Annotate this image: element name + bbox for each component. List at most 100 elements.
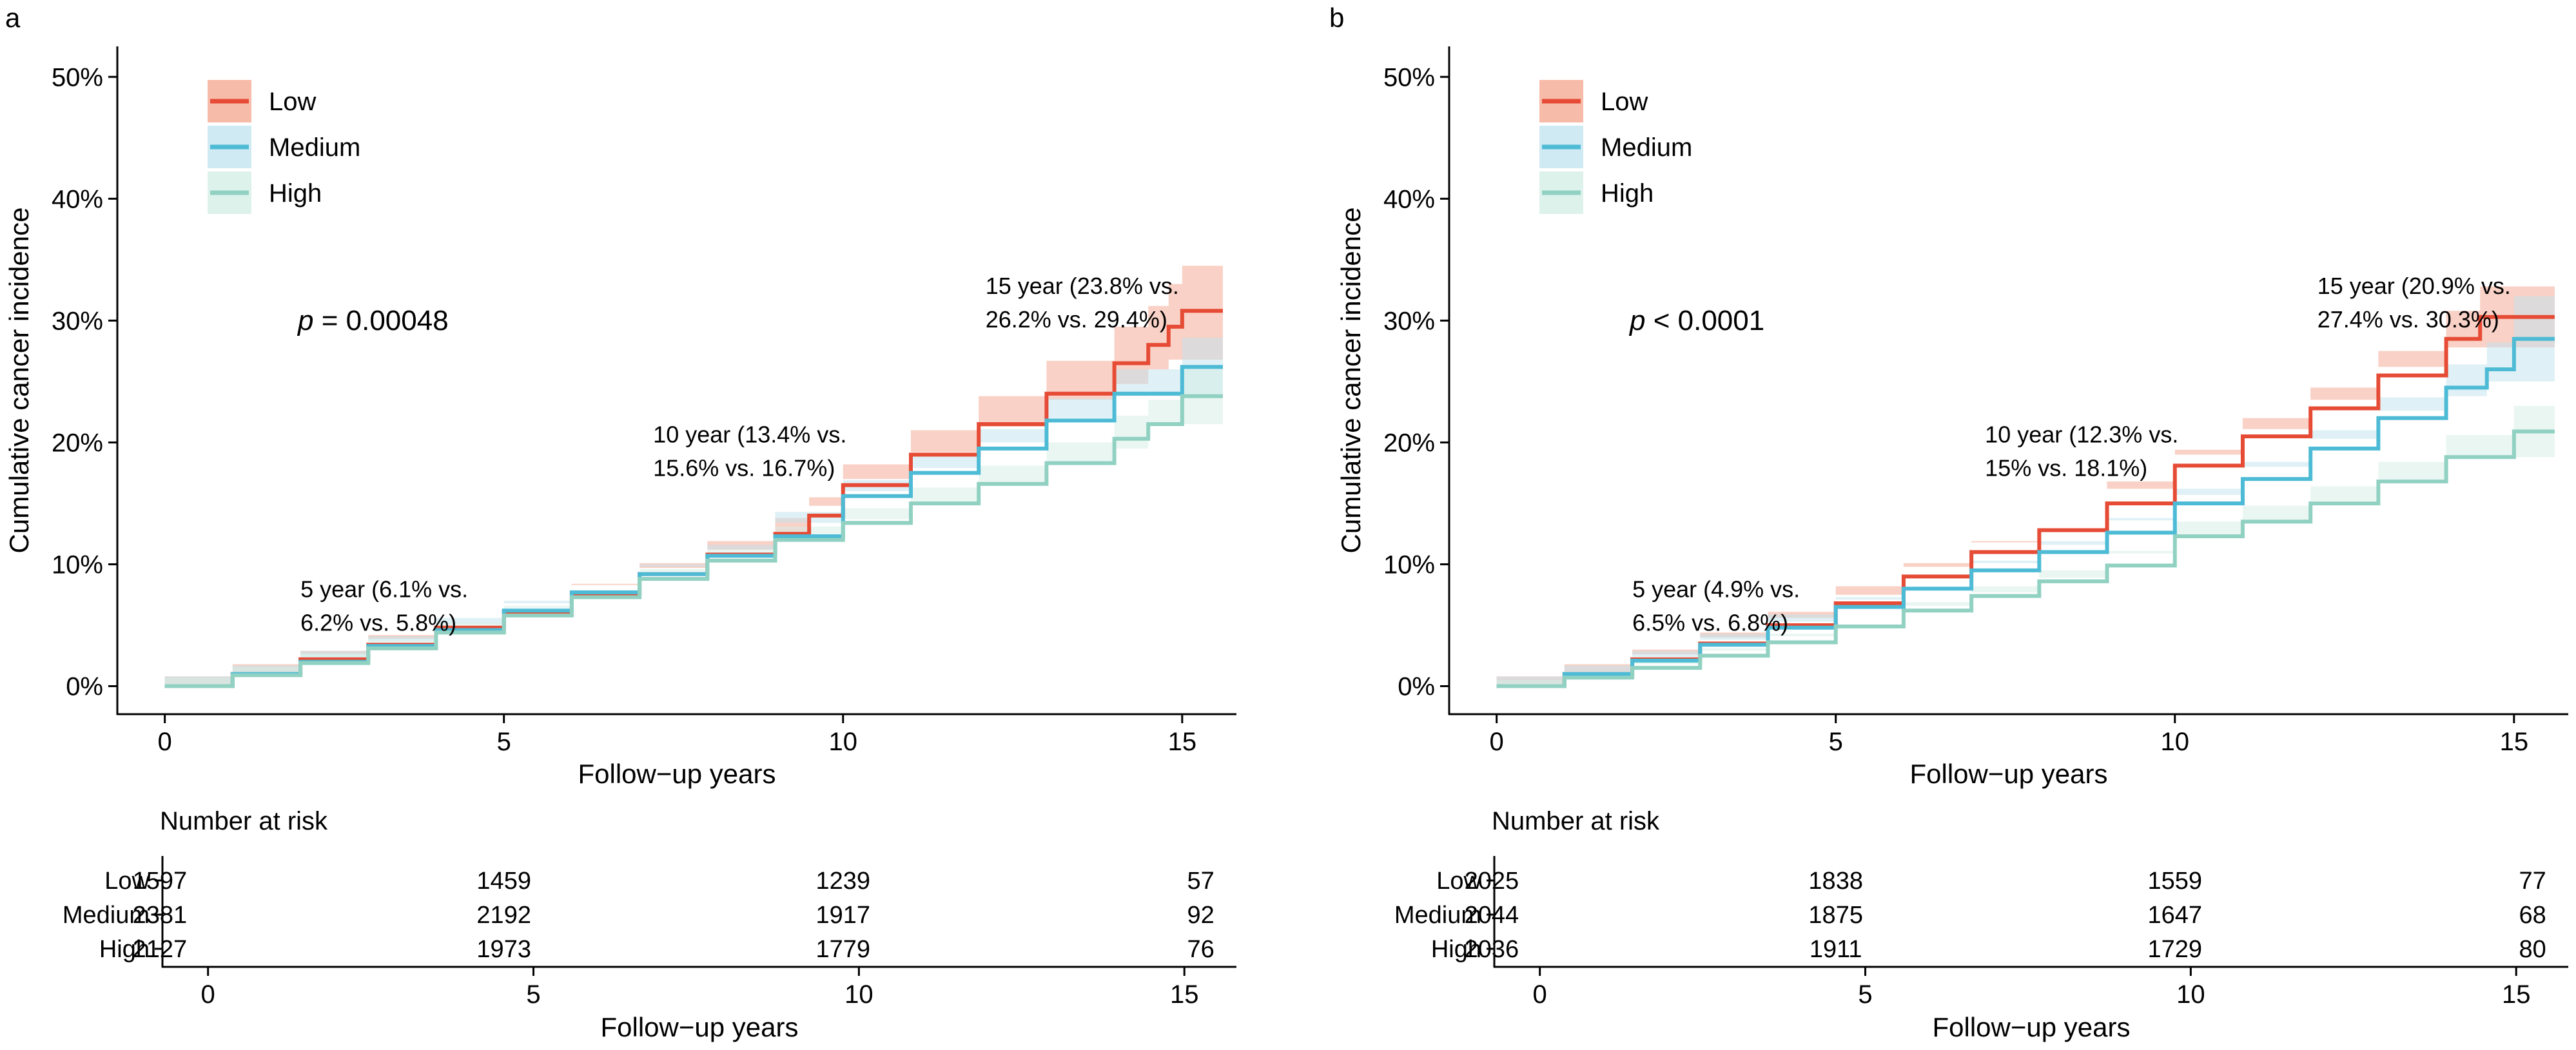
panel-a: a Cumulative cancer incidence 0% 10% 20% 30% 4…: [4, 3, 1236, 1042]
risk-count-cell: 1917: [815, 902, 870, 929]
risk-count-cell: 1875: [1808, 902, 1863, 929]
risk-group-label-low: Low: [1436, 868, 1481, 895]
y-axis-title: Cumulative cancer incidence: [4, 208, 34, 554]
x-tick-label: 15: [2500, 728, 2529, 756]
risk-count-cell: 1597: [133, 868, 188, 895]
series-line-high: [164, 394, 1223, 688]
annotation-2-line: 15 year (23.8% vs.: [986, 273, 1179, 299]
x-tick-label: 5: [1829, 728, 1843, 756]
annotation-2-line: 26.2% vs. 29.4%): [986, 306, 1167, 333]
risk-count-cell: 2192: [476, 902, 531, 929]
x-tick-label: 5: [497, 728, 511, 756]
ci-band-medium: [164, 337, 1223, 686]
risk-group-label-medium: Medium: [63, 902, 150, 929]
annotation-0-line: 5 year (4.9% vs.: [1632, 576, 1800, 603]
legend-label-low: Low: [269, 88, 316, 116]
p-value-symbol: p: [1628, 305, 1645, 336]
p-value-text: = 0.00048: [313, 305, 448, 336]
risk-x-tick-label: 10: [844, 980, 873, 1009]
annotation-1-line: 10 year (13.4% vs.: [653, 421, 846, 447]
x-tick-label: 15: [1168, 728, 1197, 756]
y-tick-label: 50%: [52, 63, 103, 92]
series-line-medium: [1496, 336, 2555, 688]
y-tick-label: 10%: [1383, 550, 1435, 579]
risk-count-cell: 68: [2519, 902, 2546, 929]
risk-x-tick-label: 15: [1170, 980, 1199, 1009]
risk-x-tick-label: 10: [2176, 980, 2205, 1009]
risk-count-cell: 2127: [133, 936, 188, 963]
p-value-text: < 0.0001: [1645, 305, 1764, 336]
risk-count-cell: 2381: [133, 902, 188, 929]
risk-group-label-low: Low: [104, 868, 150, 895]
risk-count-cell: 2036: [1465, 936, 1519, 963]
risk-table-title: Number at risk: [160, 807, 328, 835]
risk-table-title: Number at risk: [1492, 807, 1660, 835]
legend-label-high: High: [1601, 179, 1654, 208]
legend-label-medium: Medium: [1601, 133, 1692, 162]
y-tick-label: 40%: [1383, 185, 1435, 213]
legend-label-medium: Medium: [269, 133, 360, 162]
y-tick-label: 20%: [1383, 429, 1435, 457]
x-tick-label: 10: [829, 728, 858, 756]
risk-count-cell: 1838: [1808, 868, 1863, 895]
risk-group-label-high: High: [1431, 936, 1481, 963]
risk-count-cell: 1559: [2147, 868, 2202, 895]
ci-band-high: [1496, 405, 2555, 686]
panel-letter: a: [5, 3, 21, 33]
annotation-1-line: 10 year (12.3% vs.: [1985, 421, 2178, 447]
x-tick-label: 0: [158, 728, 172, 756]
p-value-symbol: p: [297, 305, 313, 336]
y-tick-label: 20%: [52, 429, 103, 457]
risk-count-cell: 1729: [2147, 936, 2202, 963]
p-value-label: p = 0.00048: [297, 305, 449, 336]
x-axis-title: Follow−up years: [1910, 759, 2108, 789]
risk-x-tick-label: 15: [2502, 980, 2531, 1009]
risk-count-cell: 80: [2519, 936, 2546, 963]
risk-count-cell: 1911: [1810, 936, 1862, 963]
risk-group-label-high: High: [99, 936, 150, 963]
risk-count-cell: 1779: [815, 936, 870, 963]
risk-group-label-medium: Medium: [1394, 902, 1481, 929]
risk-count-cell: 77: [2519, 868, 2546, 895]
x-tick-label: 0: [1490, 728, 1504, 756]
y-tick-label: 0%: [66, 673, 103, 701]
risk-count-cell: 92: [1187, 902, 1215, 929]
x-axis-title: Follow−up years: [578, 759, 776, 789]
y-tick-label: 40%: [52, 185, 103, 213]
annotation-2-line: 15 year (20.9% vs.: [2317, 273, 2511, 299]
risk-count-cell: 2044: [1465, 902, 1519, 929]
y-tick-label: 30%: [1383, 307, 1435, 335]
risk-x-tick-label: 0: [1533, 980, 1547, 1009]
risk-count-cell: 2025: [1465, 868, 1519, 895]
y-axis-title: Cumulative cancer incidence: [1336, 208, 1366, 554]
risk-count-cell: 76: [1187, 936, 1215, 963]
risk-count-cell: 1459: [476, 868, 531, 895]
annotation-0-line: 5 year (6.1% vs.: [300, 576, 468, 603]
y-tick-label: 30%: [52, 307, 103, 335]
y-tick-label: 50%: [1383, 63, 1435, 92]
annotation-1-line: 15% vs. 18.1%): [1985, 454, 2147, 481]
risk-count-cell: 57: [1187, 868, 1215, 895]
risk-x-tick-label: 5: [526, 980, 540, 1009]
risk-x-axis-title: Follow−up years: [1933, 1012, 2131, 1042]
annotation-0-line: 6.5% vs. 6.8%): [1632, 610, 1788, 636]
annotation-0-line: 6.2% vs. 5.8%): [300, 610, 456, 636]
annotation-2-line: 27.4% vs. 30.3%): [2317, 306, 2499, 333]
series-line-high: [1496, 429, 2555, 688]
y-tick-label: 10%: [52, 550, 103, 579]
annotation-1-line: 15.6% vs. 16.7%): [653, 454, 835, 481]
risk-count-cell: 1239: [815, 868, 870, 895]
p-value-label: p < 0.0001: [1628, 305, 1764, 336]
y-tick-label: 0%: [1398, 673, 1435, 701]
legend-label-low: Low: [1601, 88, 1648, 116]
legend-label-high: High: [269, 179, 322, 208]
risk-x-axis-title: Follow−up years: [601, 1012, 799, 1042]
x-tick-label: 10: [2161, 728, 2190, 756]
risk-count-cell: 1647: [2147, 902, 2202, 929]
ci-band-low: [1496, 286, 2555, 686]
risk-count-cell: 1973: [476, 936, 531, 963]
panel-letter: b: [1329, 3, 1344, 33]
risk-x-tick-label: 0: [201, 980, 215, 1009]
risk-x-tick-label: 5: [1858, 980, 1872, 1009]
